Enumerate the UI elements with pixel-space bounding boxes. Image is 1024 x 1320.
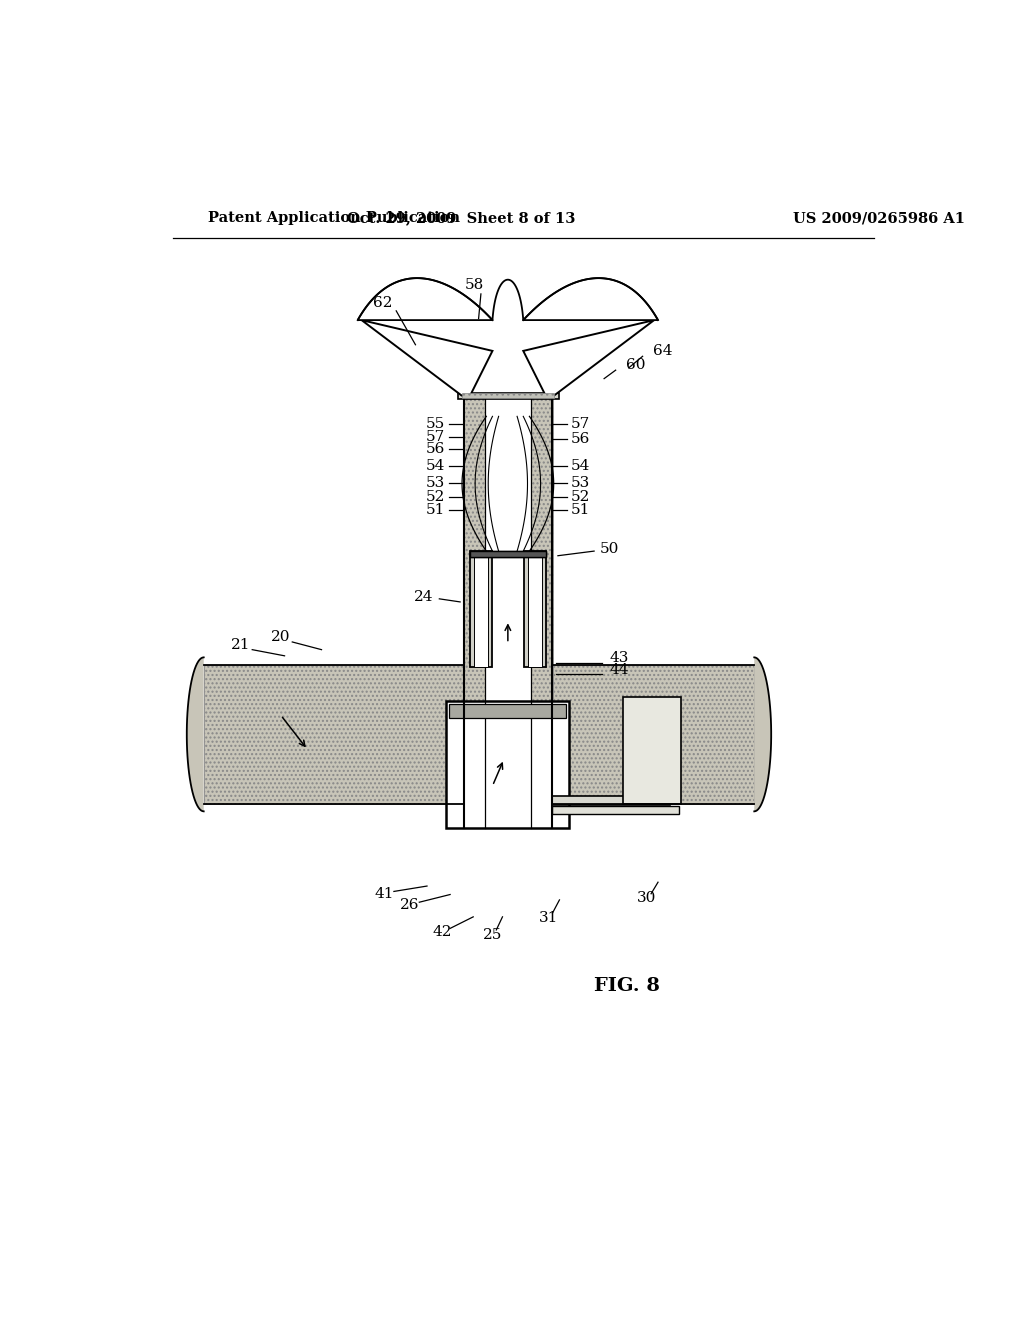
Bar xyxy=(470,552,546,557)
Text: FIG. 8: FIG. 8 xyxy=(594,977,660,995)
Text: Oct. 29, 2009  Sheet 8 of 13: Oct. 29, 2009 Sheet 8 of 13 xyxy=(347,211,575,226)
Text: 25: 25 xyxy=(482,928,502,941)
Bar xyxy=(470,552,546,557)
Text: 57: 57 xyxy=(425,430,444,444)
Text: 21: 21 xyxy=(231,638,251,652)
Text: 42: 42 xyxy=(433,925,453,940)
Text: 57: 57 xyxy=(571,417,590,432)
Text: 64: 64 xyxy=(652,345,672,358)
Text: 43: 43 xyxy=(609,651,629,665)
Text: 56: 56 xyxy=(425,442,444,457)
Text: 51: 51 xyxy=(571,503,591,516)
Text: 24: 24 xyxy=(414,590,433,603)
Bar xyxy=(484,396,531,829)
Bar xyxy=(552,807,679,814)
Polygon shape xyxy=(361,321,493,396)
Text: 53: 53 xyxy=(571,477,590,490)
Bar xyxy=(464,396,553,829)
Bar xyxy=(446,701,569,829)
Text: 58: 58 xyxy=(465,279,484,293)
Bar xyxy=(552,665,755,804)
Bar xyxy=(450,705,566,718)
Bar xyxy=(552,796,670,805)
Text: 26: 26 xyxy=(400,899,420,912)
Text: 20: 20 xyxy=(271,631,291,644)
Text: 44: 44 xyxy=(609,663,629,677)
Text: 50: 50 xyxy=(599,541,618,556)
Text: 53: 53 xyxy=(425,477,444,490)
Polygon shape xyxy=(492,416,524,552)
Bar xyxy=(462,393,554,397)
Bar xyxy=(470,552,492,667)
Polygon shape xyxy=(755,657,771,812)
Text: 60: 60 xyxy=(626,358,645,372)
Bar xyxy=(528,552,542,667)
Bar xyxy=(474,552,487,667)
Text: 55: 55 xyxy=(425,417,444,432)
Text: 56: 56 xyxy=(571,433,591,446)
Text: 52: 52 xyxy=(425,490,444,504)
Text: US 2009/0265986 A1: US 2009/0265986 A1 xyxy=(793,211,965,226)
Text: 52: 52 xyxy=(571,490,591,504)
Polygon shape xyxy=(357,279,493,321)
Polygon shape xyxy=(523,321,654,396)
Text: 41: 41 xyxy=(375,887,394,900)
Bar xyxy=(204,665,464,804)
Text: 31: 31 xyxy=(539,911,558,924)
Text: 51: 51 xyxy=(425,503,444,516)
Text: 54: 54 xyxy=(571,459,591,474)
Bar xyxy=(524,552,546,667)
Bar xyxy=(624,697,681,804)
Bar xyxy=(458,393,559,400)
Text: 30: 30 xyxy=(637,891,656,904)
Polygon shape xyxy=(186,657,204,812)
Polygon shape xyxy=(523,279,658,321)
Text: Patent Application Publication: Patent Application Publication xyxy=(208,211,460,226)
Text: 62: 62 xyxy=(374,296,393,310)
Text: 54: 54 xyxy=(425,459,444,474)
